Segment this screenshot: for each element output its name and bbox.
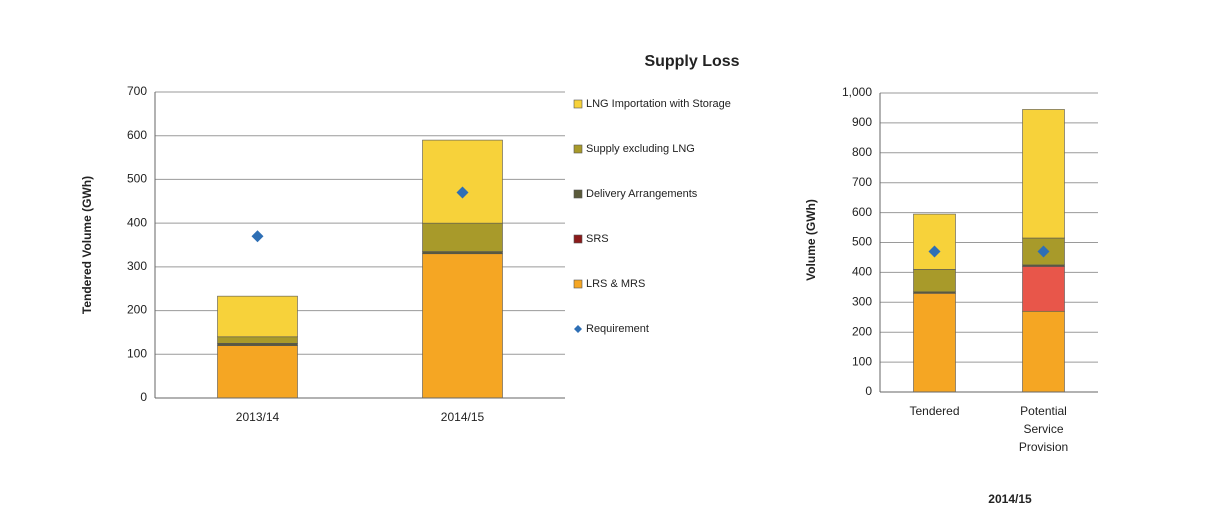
bar-segment: [422, 253, 503, 399]
y-tick-label: 600: [127, 128, 147, 142]
y-axis-label: Tendered Volume (GWh): [80, 176, 94, 314]
legend-label: Delivery Arrangements: [586, 188, 698, 200]
bar-segment: [913, 213, 956, 270]
y-tick-label: 500: [852, 235, 872, 249]
chart-title: Supply Loss: [644, 53, 739, 70]
y-tick-label: 0: [865, 384, 872, 398]
bar-segment: [217, 343, 298, 346]
y-tick-label: 700: [127, 84, 147, 98]
bar-segment: [422, 222, 503, 252]
y-tick-label: 300: [852, 294, 872, 308]
legend-label: SRS: [586, 233, 609, 245]
y-tick-label: 700: [852, 175, 872, 189]
y-tick-label: 500: [127, 172, 147, 186]
y-tick-label: 100: [127, 346, 147, 360]
y-tick-label: 1,000: [842, 85, 872, 99]
legend-swatch: [573, 234, 583, 244]
bar-segment: [422, 139, 503, 224]
x-tick-label: 2014/15: [441, 410, 485, 424]
requirement-marker: [928, 245, 941, 258]
y-tick-label: 400: [852, 265, 872, 279]
y-tick-label: 200: [852, 324, 872, 338]
bar-segment: [1022, 109, 1065, 239]
y-tick-label: 300: [127, 259, 147, 273]
bar-segment: [913, 269, 956, 293]
y-tick-label: 800: [852, 145, 872, 159]
x-axis-label: 2014/15: [988, 492, 1032, 506]
legend-label: LRS & MRS: [586, 278, 645, 290]
y-tick-label: 900: [852, 115, 872, 129]
y-tick-label: 100: [852, 354, 872, 368]
bar-segment: [217, 336, 298, 344]
bar-segment: [1022, 266, 1065, 312]
legend-swatch: [573, 279, 583, 289]
legend-swatch: [573, 144, 583, 154]
legend-label: LNG Importation with Storage: [586, 98, 731, 110]
bar-segment: [913, 293, 956, 393]
bar-segment: [217, 345, 298, 399]
bar-segment: [422, 251, 503, 255]
legend-marker: [574, 325, 582, 333]
requirement-marker: [251, 230, 264, 243]
x-tick-label: Tendered: [909, 404, 959, 418]
legend-label: Supply excluding LNG: [586, 143, 695, 155]
y-tick-label: 400: [127, 215, 147, 229]
legend-swatch: [573, 189, 583, 199]
bar-segment: [217, 295, 298, 338]
y-axis-label: Volume (GWh): [804, 199, 818, 281]
bar-segment: [1022, 310, 1065, 393]
x-tick-label: 2013/14: [236, 410, 280, 424]
y-tick-label: 600: [852, 205, 872, 219]
x-tick-label: Potential Service Provision: [1019, 404, 1068, 454]
requirement-marker: [1037, 245, 1050, 258]
legend-label: Requirement: [586, 323, 649, 335]
y-tick-label: 200: [127, 303, 147, 317]
legend-swatch: [573, 99, 583, 109]
requirement-marker: [456, 186, 469, 199]
y-tick-label: 0: [140, 390, 147, 404]
